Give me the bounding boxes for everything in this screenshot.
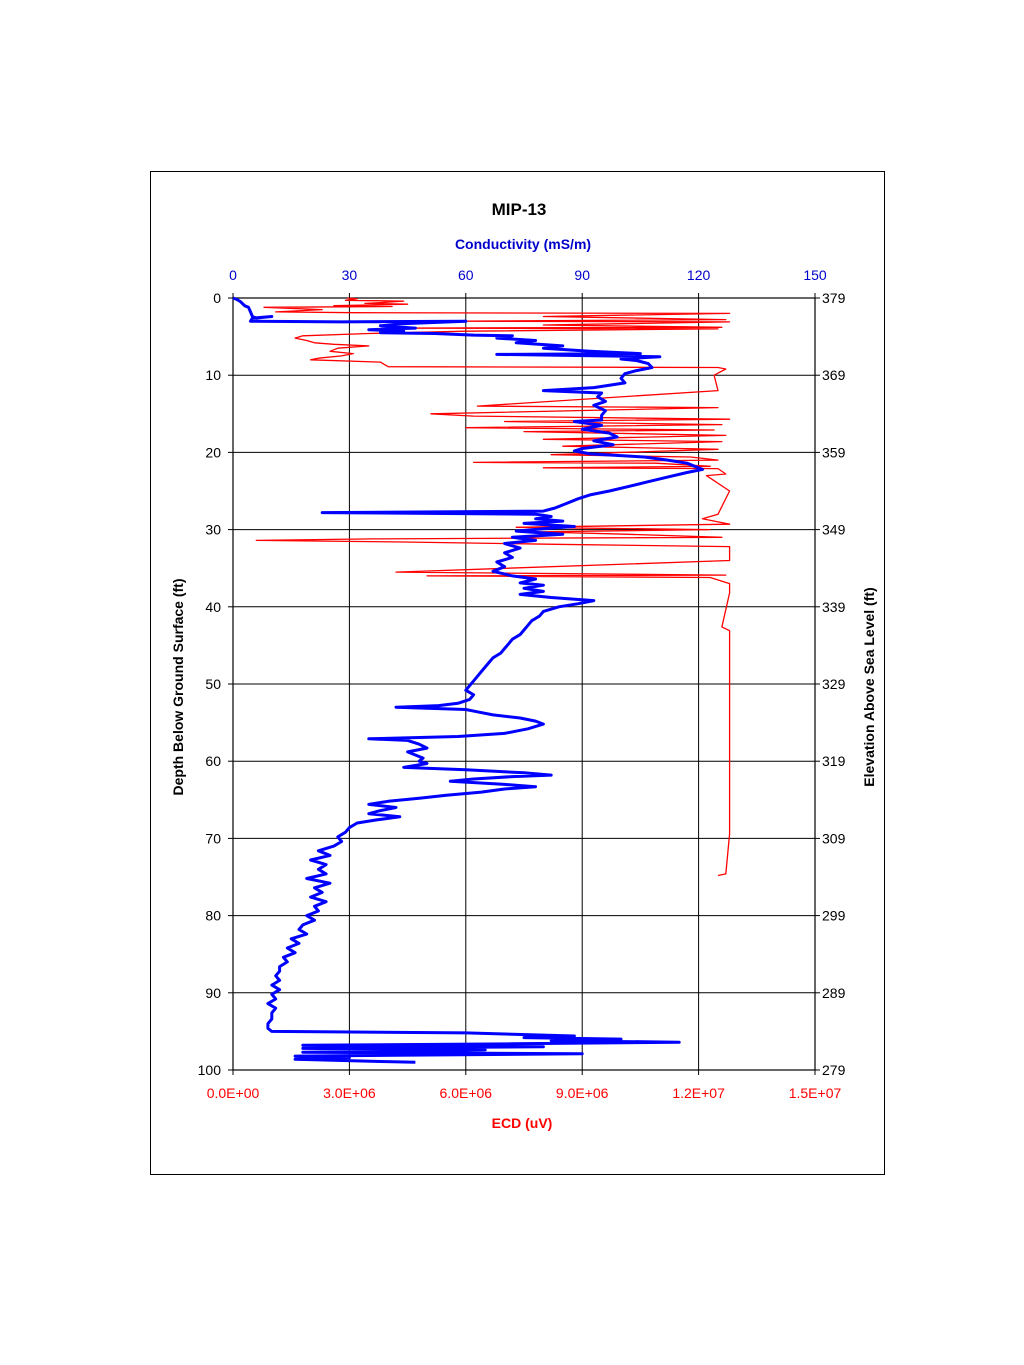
right-tick-label: 349 [822,522,846,538]
left-tick-label: 80 [205,908,221,924]
right-tick-label: 289 [822,985,846,1001]
right-tick-label: 379 [822,290,846,306]
right-tick-label: 309 [822,830,846,846]
left-tick-label: 70 [205,830,221,846]
right-tick-label: 299 [822,908,846,924]
top-tick-label: 60 [458,267,474,283]
left-tick-label: 90 [205,985,221,1001]
bottom-tick-label: 6.0E+06 [440,1085,493,1101]
conductivity-series-line [232,296,704,1064]
top-tick-label: 30 [342,267,358,283]
bottom-tick-label: 1.5E+07 [789,1085,842,1101]
right-axis-label: Elevation Above Sea Level (ft) [861,587,877,786]
left-axis-label: Depth Below Ground Surface (ft) [170,579,186,796]
top-tick-label: 150 [803,267,827,283]
left-tick-label: 10 [205,367,221,383]
left-tick-label: 0 [213,290,221,306]
top-tick-label: 90 [574,267,590,283]
right-tick-label: 339 [822,599,846,615]
chart-frame [150,171,885,1175]
left-tick-label: 30 [205,522,221,538]
right-tick-label: 329 [822,676,846,692]
bottom-tick-label: 3.0E+06 [323,1085,376,1101]
top-tick-label: 120 [687,267,711,283]
left-tick-label: 20 [205,444,221,460]
tick-layer: 0 10 20 30 40 50 60 70 80 90 100 379 369 359 349 339 329… [198,267,846,1101]
top-axis-label: Conductivity (mS/m) [455,236,591,252]
bottom-tick-label: 0.0E+00 [207,1085,260,1101]
right-tick-label: 279 [822,1062,846,1078]
left-tick-label: 60 [205,753,221,769]
left-tick-label: 50 [205,676,221,692]
left-tick-label: 40 [205,599,221,615]
right-tick-label: 369 [822,367,846,383]
right-tick-label: 359 [822,444,846,460]
ecd-series-line [255,297,731,877]
grid-layer [232,297,816,1071]
bottom-tick-label: 1.2E+07 [672,1085,725,1101]
left-tick-label: 100 [198,1062,222,1078]
top-tick-label: 0 [229,267,237,283]
bottom-tick-label: 9.0E+06 [556,1085,609,1101]
series-layer [232,296,731,1064]
chart-title: MIP-13 [492,200,547,219]
right-tick-label: 319 [822,753,846,769]
bottom-axis-label: ECD (uV) [492,1115,553,1131]
